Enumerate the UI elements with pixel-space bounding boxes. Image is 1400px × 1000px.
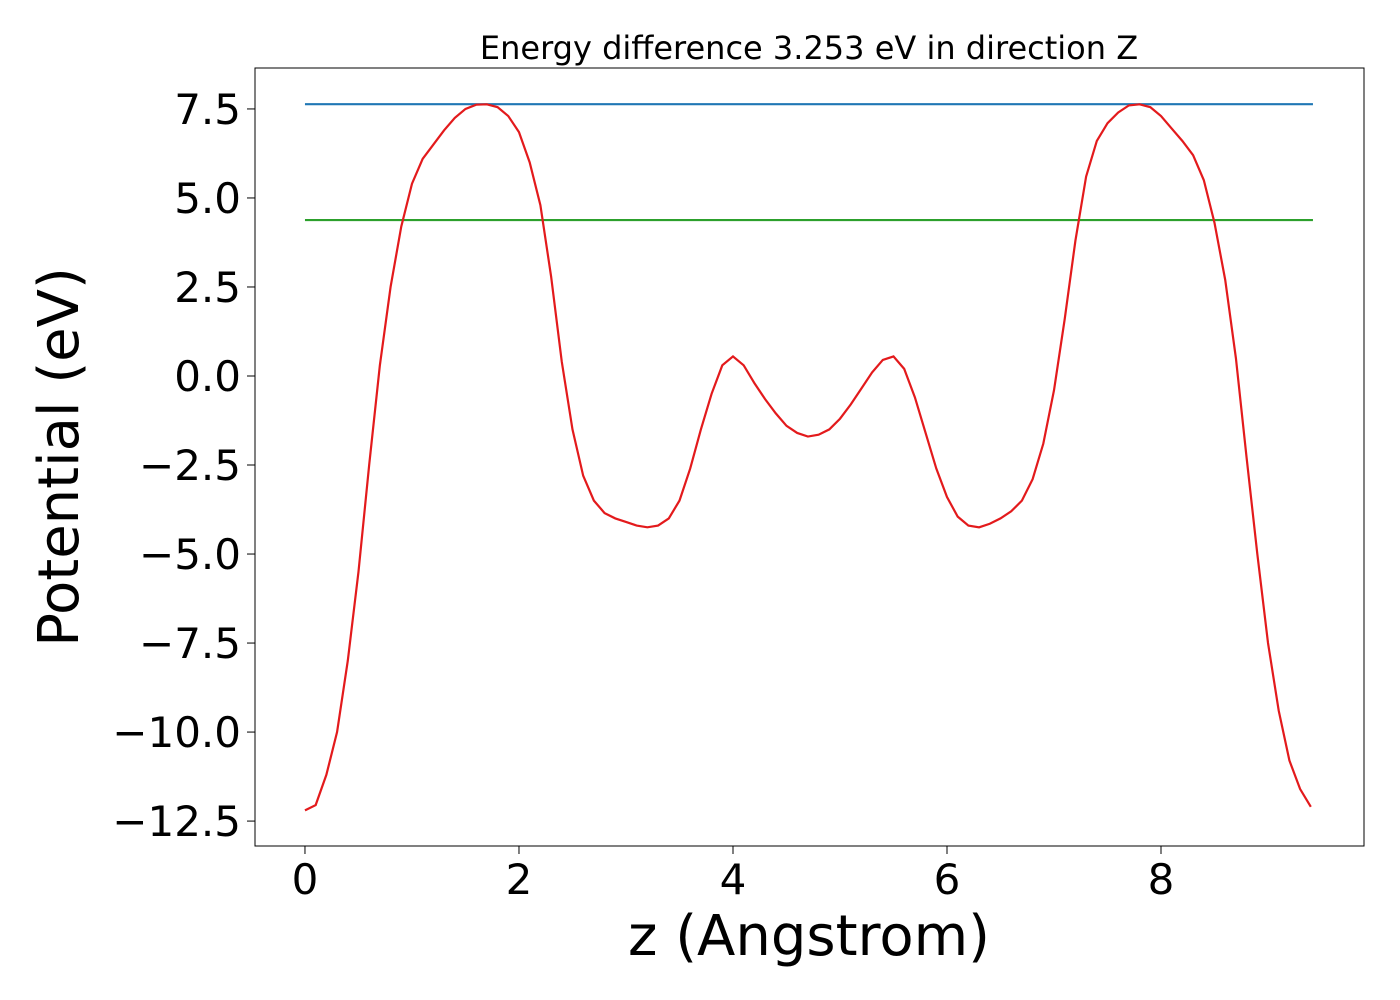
y-tick-label: −7.5	[139, 619, 241, 668]
chart-title: Energy difference 3.253 eV in direction …	[480, 29, 1138, 67]
x-axis-label: z (Angstrom)	[628, 904, 990, 969]
y-tick-label: −12.5	[112, 797, 241, 846]
y-tick-label: 5.0	[174, 174, 241, 223]
x-tick-label: 0	[292, 855, 319, 904]
x-tick-label: 2	[506, 855, 533, 904]
y-tick-label: 7.5	[174, 85, 241, 134]
y-tick-label: −5.0	[139, 530, 241, 579]
y-axis-label: Potential (eV)	[27, 267, 92, 647]
y-tick-label: 0.0	[174, 352, 241, 401]
x-tick-label: 6	[934, 855, 961, 904]
plot-frame	[254, 67, 1365, 847]
y-tick-label: −2.5	[139, 441, 241, 490]
y-tick-label: −10.0	[112, 708, 241, 757]
x-tick-label: 8	[1148, 855, 1175, 904]
y-tick-label: 2.5	[174, 263, 241, 312]
x-tick-label: 4	[720, 855, 747, 904]
data-line	[304, 103, 1312, 812]
